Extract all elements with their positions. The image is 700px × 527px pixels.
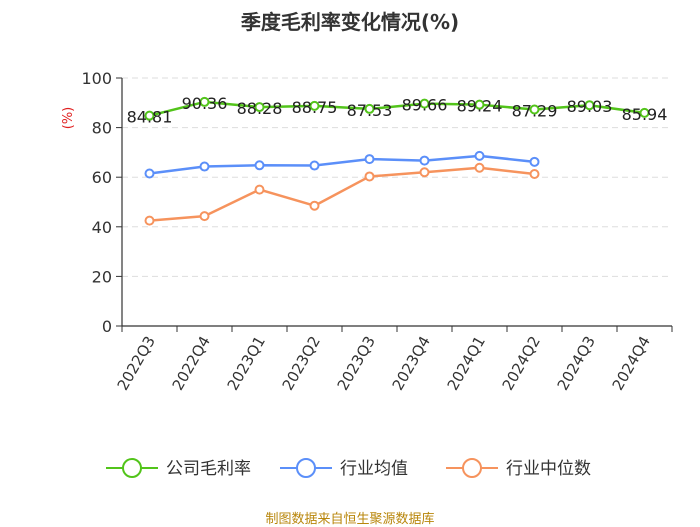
y-tick-label: 0 (102, 317, 112, 336)
data-label: 89.66 (402, 96, 448, 115)
y-tick-label: 100 (81, 69, 112, 88)
data-point (474, 99, 485, 110)
data-point (364, 154, 375, 165)
data-point (529, 156, 540, 167)
data-point (584, 100, 595, 111)
data-label: 88.75 (292, 98, 338, 117)
data-point (254, 160, 265, 171)
data-point (199, 211, 210, 222)
data-point (419, 98, 430, 109)
y-axis-unit-label: (%) (61, 107, 76, 130)
legend-item-2: 行业中位数 (446, 458, 591, 479)
data-point (419, 167, 430, 178)
data-labels: 84.81 90.36 88.28 88.75 87.53 89.66 89.24 87.29… (127, 94, 668, 127)
source-note: 制图数据来自恒生聚源数据库 (265, 512, 435, 527)
series-1 (144, 150, 540, 179)
series-line (149, 100, 645, 117)
data-label: 85.94 (622, 105, 668, 124)
data-point (364, 103, 375, 114)
data-point (529, 104, 540, 115)
data-point (309, 200, 320, 211)
legend-label: 行业均值 (340, 459, 408, 479)
data-point (254, 102, 265, 113)
data-label: 89.03 (567, 97, 613, 116)
series-line (149, 166, 535, 222)
legend-label: 行业中位数 (506, 459, 591, 479)
data-label: 84.81 (127, 108, 173, 127)
chart-title: 季度毛利率变化情况(%) (240, 10, 460, 34)
data-point (419, 155, 430, 166)
y-tick-label: 40 (92, 218, 112, 237)
x-tick-label: 2023Q2 (279, 333, 324, 394)
x-tick-label: 2022Q3 (114, 333, 159, 394)
data-point (364, 171, 375, 182)
data-point (474, 150, 485, 161)
y-axis-ticks: 0 20 40 60 80 100 (81, 69, 122, 336)
data-point (144, 110, 155, 121)
legend-item-1: 行业均值 (280, 458, 408, 479)
data-point (254, 184, 265, 195)
x-tick-label: 2024Q2 (499, 333, 544, 394)
data-point (199, 96, 210, 107)
x-tick-label: 2024Q3 (554, 333, 599, 394)
data-point (529, 168, 540, 179)
series-2 (144, 162, 540, 226)
y-tick-label: 20 (92, 267, 112, 286)
legend-marker (462, 458, 482, 478)
x-axis-ticks: 2022Q3 2022Q4 2023Q1 2023Q2 2023Q3 2023Q4 2024… (114, 326, 673, 394)
data-point (144, 215, 155, 226)
x-tick-label: 2023Q4 (389, 333, 434, 394)
data-point (144, 168, 155, 179)
legend-marker (122, 458, 142, 478)
series-0 (144, 96, 650, 121)
legend-marker (296, 458, 316, 478)
data-label: 87.53 (347, 101, 393, 120)
data-label: 88.28 (237, 99, 283, 118)
data-label: 89.24 (457, 97, 503, 116)
data-point (309, 100, 320, 111)
x-tick-label: 2023Q3 (334, 333, 379, 394)
x-tick-label: 2022Q4 (169, 333, 214, 394)
data-point (309, 160, 320, 171)
legend-item-0: 公司毛利率 (106, 458, 251, 479)
series-line (149, 154, 535, 175)
data-point (639, 107, 650, 118)
grid-lines (122, 77, 672, 277)
series-layer (144, 96, 650, 226)
legend: 公司毛利率 行业均值 行业中位数 (106, 458, 591, 479)
data-point (474, 162, 485, 173)
data-label: 87.29 (512, 102, 558, 121)
y-tick-label: 60 (92, 168, 112, 187)
y-tick-label: 80 (92, 119, 112, 138)
x-tick-label: 2024Q4 (609, 333, 654, 394)
legend-label: 公司毛利率 (166, 459, 251, 479)
x-tick-label: 2023Q1 (224, 333, 269, 394)
x-tick-label: 2024Q1 (444, 333, 489, 394)
data-point (199, 161, 210, 172)
data-label: 90.36 (182, 94, 228, 113)
